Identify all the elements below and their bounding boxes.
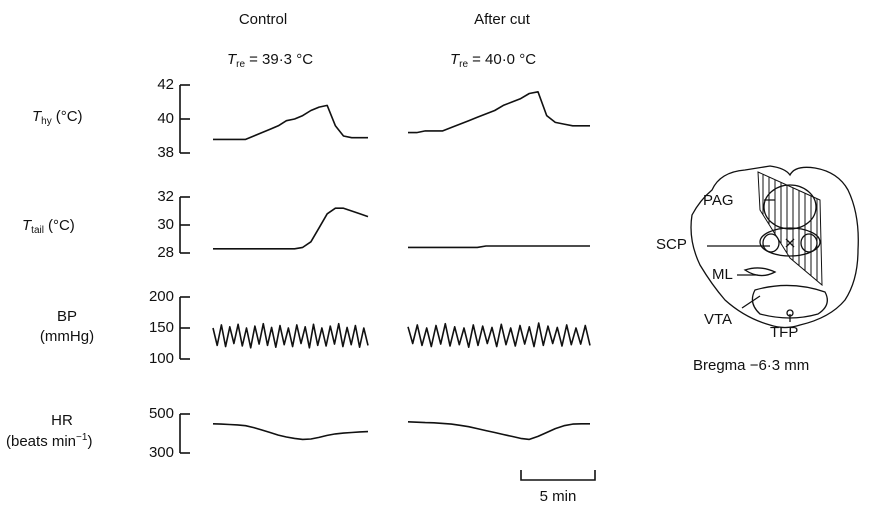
trace — [213, 207, 369, 250]
y-tick-label: 32 — [157, 188, 174, 205]
scale-bar-label: 5 min — [540, 488, 577, 505]
trace — [408, 245, 590, 249]
trace — [407, 322, 591, 349]
y-tick-label: 100 — [149, 350, 174, 367]
rectal-temp: Tre = 40·0 °C — [450, 51, 536, 70]
y-label: BP — [57, 308, 77, 325]
y-label: (mmHg) — [40, 328, 94, 345]
y-label: (beats min−1) — [6, 432, 92, 450]
y-tick-label: 500 — [149, 405, 174, 422]
y-tick-label: 150 — [149, 319, 174, 336]
trace — [213, 104, 368, 141]
y-tick-label: 30 — [157, 216, 174, 233]
trace — [408, 91, 590, 134]
scale-bar: 5 min — [520, 470, 596, 505]
y-label: HR — [51, 412, 73, 429]
column-title: After cut — [474, 11, 531, 28]
y-tick-label: 300 — [149, 444, 174, 461]
diagram-label: SCP — [656, 236, 687, 253]
y-tick-label: 200 — [149, 288, 174, 305]
y-tick-label: 40 — [157, 110, 174, 127]
trace — [407, 421, 590, 441]
rectal-temp: Tre = 39·3 °C — [227, 51, 313, 70]
diagram-label: ML — [712, 266, 733, 283]
y-tick-label: 38 — [157, 144, 174, 161]
diagram-label: PAG — [703, 192, 734, 209]
scale-bar-line — [520, 470, 596, 481]
y-tick-label: 42 — [157, 76, 174, 93]
y-label: Ttail (°C) — [22, 217, 75, 236]
diagram-caption: Bregma −6·3 mm — [693, 357, 809, 374]
trace — [212, 322, 369, 349]
trace — [212, 423, 369, 441]
column-title: Control — [239, 11, 287, 28]
y-tick-label: 28 — [157, 244, 174, 261]
diagram-label: VTA — [704, 311, 732, 328]
diagram-label: TFP — [770, 324, 798, 341]
y-label: Thy (°C) — [32, 108, 83, 127]
brain-section: PAG SCP ML VTA TFP Bregma −6·3 mm — [656, 165, 859, 374]
